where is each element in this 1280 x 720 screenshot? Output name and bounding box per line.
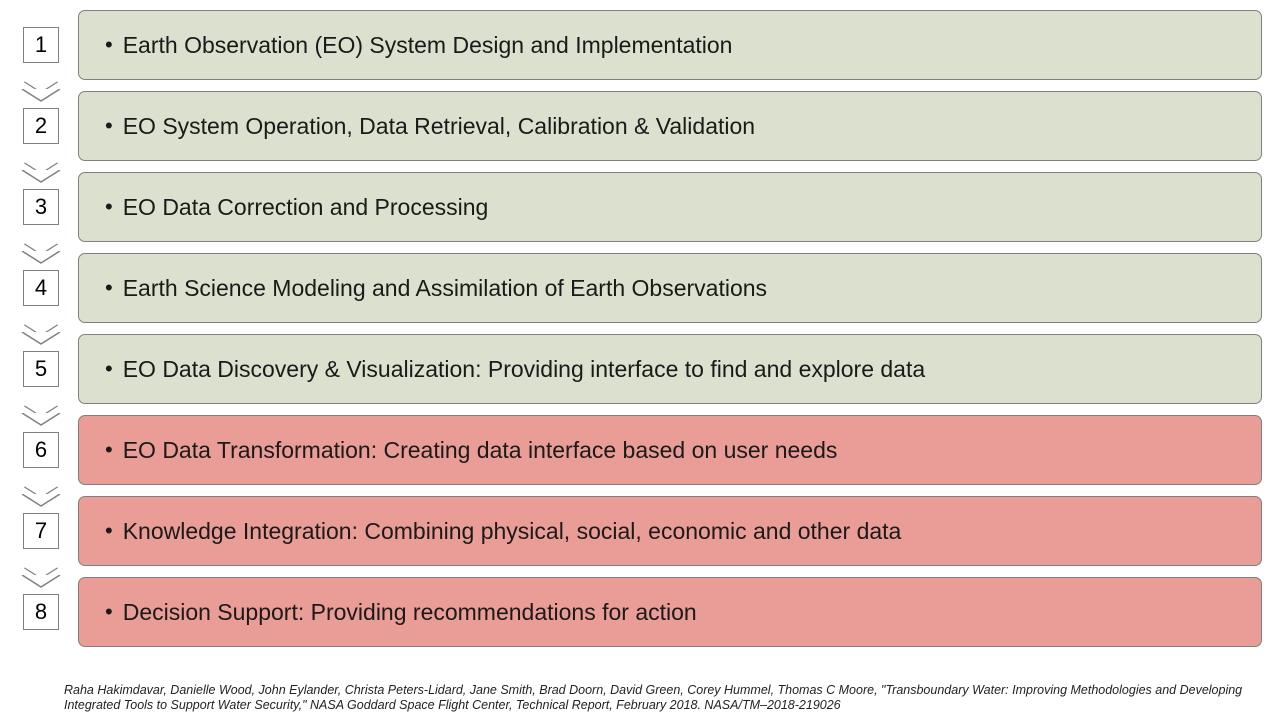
process-step-row: 5 • EO Data Discovery & Visualization: Pro…: [18, 334, 1262, 404]
step-number: 3: [23, 189, 59, 225]
step-number-chevron: 1: [18, 10, 64, 80]
step-number-chevron: 2: [18, 91, 64, 161]
citation-footnote: Raha Hakimdavar, Danielle Wood, John Eyl…: [18, 679, 1262, 714]
step-number: 5: [23, 351, 59, 387]
bullet-icon: •: [105, 437, 113, 463]
chevron-top-notch: [18, 170, 64, 184]
step-description-box: • Earth Science Modeling and Assimilation…: [78, 253, 1262, 323]
step-number-chevron: 7: [18, 496, 64, 566]
bullet-icon: •: [105, 356, 113, 382]
chevron-top-notch: [18, 494, 64, 508]
step-text: EO Data Transformation: Creating data in…: [123, 437, 838, 464]
bullet-icon: •: [105, 113, 113, 139]
step-text: Earth Science Modeling and Assimilation …: [123, 275, 767, 302]
chevron-top-notch: [18, 89, 64, 103]
step-text: Earth Observation (EO) System Design and…: [123, 32, 733, 59]
step-number: 6: [23, 432, 59, 468]
step-number-chevron: 4: [18, 253, 64, 323]
step-number: 7: [23, 513, 59, 549]
step-text: Decision Support: Providing recommendati…: [123, 599, 697, 626]
chevron-top-notch: [18, 575, 64, 589]
step-number-chevron: 3: [18, 172, 64, 242]
step-description-box: • Earth Observation (EO) System Design an…: [78, 10, 1262, 80]
step-description-box: • EO Data Discovery & Visualization: Prov…: [78, 334, 1262, 404]
step-description-box: • Knowledge Integration: Combining physic…: [78, 496, 1262, 566]
step-description-box: • Decision Support: Providing recommendat…: [78, 577, 1262, 647]
bullet-icon: •: [105, 32, 113, 58]
bullet-icon: •: [105, 599, 113, 625]
process-step-row: 4 • Earth Science Modeling and Assimilatio…: [18, 253, 1262, 323]
step-text: Knowledge Integration: Combining physica…: [123, 518, 902, 545]
step-number: 8: [23, 594, 59, 630]
chevron-top-notch: [18, 413, 64, 427]
step-number: 2: [23, 108, 59, 144]
step-number-chevron: 8: [18, 577, 64, 647]
bullet-icon: •: [105, 275, 113, 301]
step-number-chevron: 6: [18, 415, 64, 485]
process-step-row: 2 • EO System Operation, Data Retrieval, C…: [18, 91, 1262, 161]
step-description-box: • EO Data Correction and Processing: [78, 172, 1262, 242]
chevron-top-notch: [18, 251, 64, 265]
bullet-icon: •: [105, 194, 113, 220]
process-step-row: 3 • EO Data Correction and Processing: [18, 172, 1262, 242]
step-number: 4: [23, 270, 59, 306]
step-description-box: • EO Data Transformation: Creating data i…: [78, 415, 1262, 485]
process-step-row: 6 • EO Data Transformation: Creating data …: [18, 415, 1262, 485]
process-step-row: 7 • Knowledge Integration: Combining physi…: [18, 496, 1262, 566]
bullet-icon: •: [105, 518, 113, 544]
step-text: EO System Operation, Data Retrieval, Cal…: [123, 113, 755, 140]
step-text: EO Data Discovery & Visualization: Provi…: [123, 356, 925, 383]
process-flow-list: 1 • Earth Observation (EO) System Design a…: [18, 10, 1262, 679]
process-step-row: 1 • Earth Observation (EO) System Design a…: [18, 10, 1262, 80]
step-number-chevron: 5: [18, 334, 64, 404]
process-step-row: 8 • Decision Support: Providing recommenda…: [18, 577, 1262, 647]
step-number: 1: [23, 27, 59, 63]
chevron-top-notch: [18, 332, 64, 346]
step-text: EO Data Correction and Processing: [123, 194, 489, 221]
step-description-box: • EO System Operation, Data Retrieval, Ca…: [78, 91, 1262, 161]
